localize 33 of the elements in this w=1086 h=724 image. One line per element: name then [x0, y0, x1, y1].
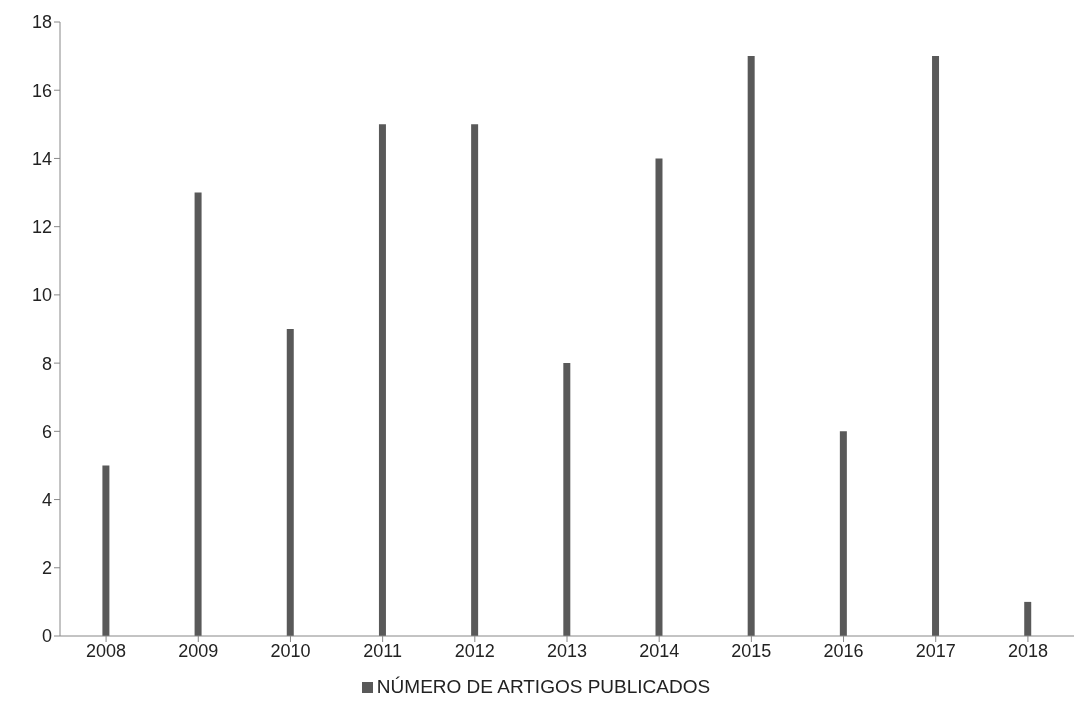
- x-tick-label: 2016: [823, 640, 864, 661]
- y-tick-label: 8: [41, 353, 52, 374]
- bar: [747, 56, 755, 636]
- x-tick-label: 2014: [639, 640, 680, 661]
- legend-label: NÚMERO DE ARTIGOS PUBLICADOS: [376, 676, 711, 697]
- y-tick-label: 4: [41, 489, 52, 510]
- x-tick-label: 2008: [86, 640, 127, 661]
- x-tick-label: 2013: [546, 640, 588, 661]
- bar: [1024, 601, 1032, 636]
- bar: [286, 329, 294, 636]
- y-tick-label: 0: [41, 626, 52, 647]
- bar: [471, 124, 479, 636]
- x-tick-label: 2012: [454, 640, 495, 661]
- y-tick-label: 12: [31, 217, 52, 238]
- y-tick-label: 18: [31, 12, 52, 33]
- x-tick-label: 2011: [363, 640, 402, 661]
- bar: [839, 431, 847, 636]
- x-tick-label: 2015: [731, 640, 772, 661]
- bar: [194, 192, 202, 636]
- x-tick-label: 2018: [1007, 640, 1048, 661]
- x-tick-label: 2009: [178, 640, 219, 661]
- bar: [563, 363, 571, 636]
- bar: [932, 56, 940, 636]
- y-tick-label: 16: [31, 80, 52, 101]
- y-tick-label: 14: [31, 148, 52, 169]
- y-tick-label: 2: [41, 558, 52, 579]
- bar: [378, 124, 386, 636]
- x-tick-label: 2010: [270, 640, 311, 661]
- bar: [655, 158, 663, 636]
- x-tick-label: 2017: [915, 640, 956, 661]
- bar: [102, 465, 110, 636]
- y-tick-label: 6: [41, 421, 52, 442]
- y-tick-label: 10: [31, 285, 52, 306]
